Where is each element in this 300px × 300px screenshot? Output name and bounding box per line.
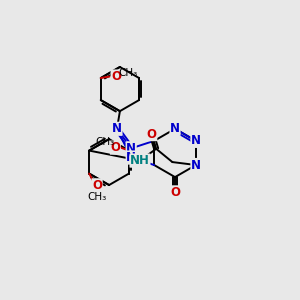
Text: CH₃: CH₃: [88, 192, 107, 202]
Text: N: N: [126, 142, 136, 155]
Text: O: O: [147, 128, 157, 141]
Text: N: N: [191, 158, 201, 172]
Text: NH: NH: [130, 154, 150, 167]
Text: N: N: [191, 134, 201, 147]
Text: O: O: [92, 179, 102, 192]
Text: N: N: [126, 151, 136, 164]
Text: CH₃: CH₃: [95, 137, 114, 147]
Text: CH₃: CH₃: [118, 68, 137, 78]
Text: O: O: [111, 70, 121, 83]
Text: N: N: [112, 122, 122, 135]
Text: O: O: [110, 141, 120, 154]
Text: O: O: [170, 186, 180, 199]
Text: N: N: [170, 122, 180, 135]
